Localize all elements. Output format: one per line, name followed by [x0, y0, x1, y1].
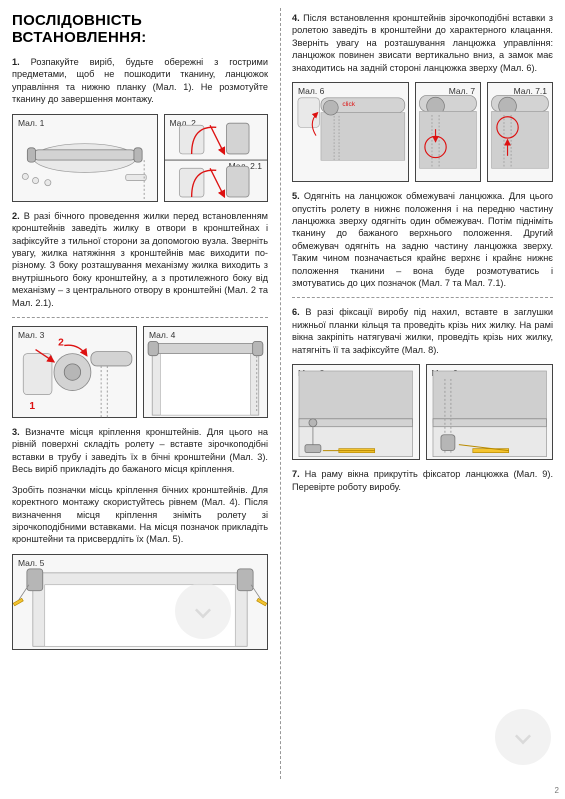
step-4-text: 4. Після встановлення кронштейнів зірочк… [292, 12, 553, 74]
fig71-illustration [488, 83, 552, 172]
step-5-body: Одягніть на ланцюжок обмежувачі ланцюжка… [292, 191, 553, 288]
fig6-illustration: click [293, 83, 408, 165]
step-3b-text: Зробіть позначки місць кріплення бічних … [12, 484, 268, 546]
fig2-illustration [165, 115, 267, 205]
step-2-text: 2. В разі бічного проведення жилки перед… [12, 210, 268, 309]
svg-text:2: 2 [58, 338, 64, 349]
step-3-body: Визначте місця кріплення кронштейнів. Дл… [12, 427, 268, 474]
fig-row-1-2: Мал. 1 Мал. 2 Мал. 2.1 [12, 114, 268, 202]
figure-3: Мал. 3 1 2 [12, 326, 137, 418]
figure-6: Мал. 6 click [292, 82, 409, 182]
fig4-illustration [144, 327, 267, 421]
divider-2 [292, 297, 553, 298]
step-6-text: 6. В разі фіксації виробу під нахил, вст… [292, 306, 553, 356]
left-column: ПОСЛІДОВНІСТЬ ВСТАНОВЛЕННЯ: 1. Розпакуйт… [0, 0, 280, 799]
fig8-illustration [293, 365, 418, 461]
step-5-text: 5. Одягніть на ланцюжок обмежувачі ланцю… [292, 190, 553, 289]
page-title: ПОСЛІДОВНІСТЬ ВСТАНОВЛЕННЯ: [12, 12, 268, 46]
column-divider [280, 8, 281, 779]
fig1-illustration [13, 115, 156, 205]
fig-row-3-4: Мал. 3 1 2 Мал. 4 [12, 326, 268, 418]
fig-row-5: Мал. 5 [12, 554, 268, 650]
page-number: 2 [555, 786, 559, 795]
svg-text:1: 1 [29, 401, 35, 412]
divider-1 [12, 317, 268, 318]
figure-8: Мал. 8 [292, 364, 420, 460]
fig3-illustration: 1 2 [13, 327, 136, 421]
step-2-body: В разі бічного проведення жилки перед вс… [12, 211, 268, 308]
step-7-body: На раму вікна прикрутіть фіксатор ланцюж… [292, 469, 553, 491]
figure-4: Мал. 4 [143, 326, 268, 418]
right-column: 4. Після встановлення кронштейнів зірочк… [280, 0, 565, 799]
watermark-icon [175, 583, 231, 639]
step-7-text: 7. На раму вікна прикрутіть фіксатор лан… [292, 468, 553, 493]
figure-71: Мал. 7.1 [487, 82, 553, 182]
step-6-body: В разі фіксації виробу під нахил, вставт… [292, 307, 553, 354]
step-3-text: 3. Визначте місця кріплення кронштейнів.… [12, 426, 268, 476]
step-4-body: Після встановлення кронштейнів зірочкопо… [292, 13, 553, 73]
figure-5: Мал. 5 [12, 554, 268, 650]
step-1-body: Розпакуйте виріб, будьте обережні з гост… [12, 57, 268, 104]
fig-row-6-7: Мал. 6 click Мал. 7 [292, 82, 553, 182]
figure-1: Мал. 1 [12, 114, 158, 202]
page: ПОСЛІДОВНІСТЬ ВСТАНОВЛЕННЯ: 1. Розпакуйт… [0, 0, 565, 799]
fig-row-8-9: Мал. 8 Мал. 9 [292, 364, 553, 460]
fig7-illustration [416, 83, 480, 172]
fig9-illustration [427, 365, 552, 461]
figure-2: Мал. 2 Мал. 2.1 [164, 114, 269, 202]
figure-9: Мал. 9 [426, 364, 554, 460]
click-label: click [342, 101, 355, 108]
step-1-text: 1. Розпакуйте виріб, будьте обережні з г… [12, 56, 268, 106]
watermark-icon [495, 709, 551, 765]
figure-7: Мал. 7 [415, 82, 481, 182]
